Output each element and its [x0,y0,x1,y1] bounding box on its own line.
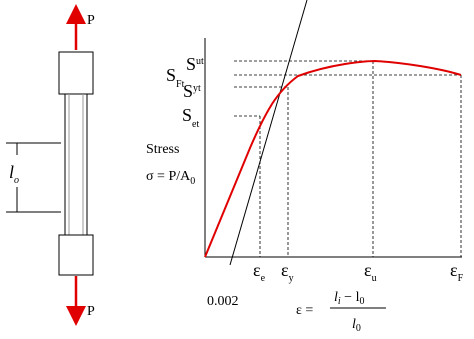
load-label-top: P [87,13,95,28]
specimen-bottom-grip [58,234,94,276]
offset-line [229,0,308,266]
label-epsilon-u: εu [364,260,377,284]
label-sut: Sut [186,54,204,74]
strain-formula: ε = li − l0 l0 [296,290,386,334]
label-epsilon-y: εy [281,260,294,284]
strain-formula-denominator: l0 [352,317,361,334]
load-label-bottom: P [87,304,95,319]
stress-axis-title: Stress [146,142,179,157]
specimen-gauge-section [64,93,88,236]
label-sft: SFt [166,65,185,90]
label-syt: Syt [183,81,201,101]
tensile-specimen: P P lo [6,4,95,326]
strain-formula-numerator: li − l0 [334,290,364,307]
specimen-top-grip [58,51,94,95]
stress-axis-formula: σ = P/A0 [146,169,195,187]
strain-formula-lhs: ε = [296,303,313,318]
gauge-length-label: lo [9,162,19,186]
label-set: Set [182,105,199,130]
label-epsilon-f: εF [450,260,464,284]
label-epsilon-e: εe [253,260,266,284]
stress-strain-chart: Sut SFt Syt Set Stress σ = P/A0 εe εy εu… [146,0,464,334]
offset-strain-label: 0.002 [207,294,239,309]
stress-strain-curve [204,59,462,258]
